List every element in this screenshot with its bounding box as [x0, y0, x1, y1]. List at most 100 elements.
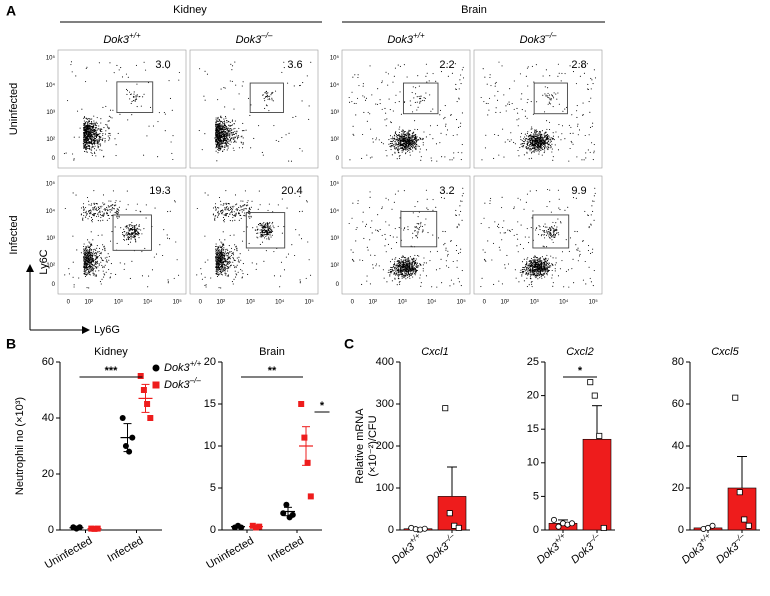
event-dot — [540, 140, 543, 142]
event-dot — [423, 262, 425, 264]
event-dot — [101, 211, 103, 213]
event-dot — [537, 139, 539, 141]
event-dot — [402, 129, 404, 131]
event-dot — [96, 252, 98, 254]
event-dot — [224, 209, 226, 211]
event-dot — [489, 76, 491, 79]
event-dot — [94, 128, 96, 130]
event-dot — [91, 131, 93, 133]
event-dot — [110, 205, 112, 207]
event-dot — [509, 103, 511, 105]
event-dot — [577, 125, 579, 127]
event-dot — [220, 139, 222, 141]
event-dot — [240, 136, 242, 138]
event-dot — [459, 79, 461, 81]
event-dot — [97, 206, 99, 208]
event-dot — [238, 211, 240, 213]
event-dot — [226, 141, 229, 143]
event-dot — [247, 273, 249, 276]
event-dot — [507, 103, 509, 105]
event-dot — [529, 139, 531, 141]
event-dot — [82, 218, 84, 220]
event-dot — [268, 110, 270, 112]
event-dot — [217, 124, 219, 127]
event-dot — [521, 109, 523, 111]
event-dot — [83, 116, 86, 118]
event-dot — [402, 139, 405, 141]
event-dot — [400, 113, 402, 115]
event-dot — [216, 142, 219, 144]
event-dot — [83, 265, 85, 267]
event-dot — [589, 151, 591, 153]
event-dot — [136, 203, 138, 205]
event-dot — [231, 80, 233, 82]
event-dot — [249, 213, 251, 215]
event-dot — [85, 140, 87, 142]
event-dot — [234, 137, 236, 139]
event-dot — [133, 93, 135, 95]
event-dot — [90, 259, 92, 261]
event-dot — [217, 118, 219, 120]
event-dot — [259, 232, 261, 234]
event-dot — [404, 153, 407, 155]
event-dot — [221, 136, 223, 138]
event-dot — [219, 149, 221, 151]
event-dot — [90, 217, 93, 219]
event-dot — [387, 73, 389, 75]
event-dot — [89, 136, 91, 138]
event-dot — [569, 147, 571, 150]
y-tick-label: 10⁴ — [46, 208, 56, 215]
event-dot — [234, 120, 236, 122]
event-dot — [390, 145, 392, 147]
event-dot — [85, 261, 87, 263]
event-dot — [93, 148, 96, 150]
event-dot — [221, 145, 223, 147]
event-dot — [589, 111, 591, 113]
event-dot — [268, 236, 270, 238]
event-dot — [223, 247, 225, 249]
event-dot — [444, 156, 446, 158]
y-tick-label: 0 — [52, 282, 56, 288]
event-dot — [93, 139, 95, 141]
event-dot — [264, 100, 266, 102]
event-dot — [397, 190, 399, 192]
event-dot — [230, 208, 233, 210]
event-dot — [271, 223, 273, 225]
event-dot — [90, 121, 93, 123]
event-dot — [540, 133, 542, 136]
event-dot — [239, 253, 241, 255]
event-dot — [533, 138, 535, 140]
event-dot — [224, 274, 226, 276]
event-dot — [565, 106, 568, 108]
event-dot — [220, 273, 222, 275]
event-dot — [264, 226, 266, 228]
event-dot — [85, 127, 87, 129]
event-dot — [542, 149, 544, 151]
event-dot — [115, 204, 117, 206]
gate-value: 19.3 — [149, 185, 170, 197]
event-dot — [482, 68, 484, 70]
event-dot — [407, 139, 409, 141]
event-dot — [445, 134, 447, 136]
event-dot — [102, 132, 104, 135]
event-dot — [233, 128, 235, 130]
event-dot — [352, 125, 354, 127]
event-dot — [84, 272, 86, 274]
event-dot — [129, 98, 131, 100]
event-dot — [92, 134, 94, 136]
event-dot — [396, 158, 398, 160]
event-dot — [367, 249, 369, 251]
event-dot — [95, 142, 97, 144]
event-dot — [437, 237, 440, 239]
event-dot — [136, 230, 138, 232]
event-dot — [536, 138, 538, 140]
event-dot — [350, 249, 352, 251]
event-dot — [224, 135, 226, 137]
event-dot — [261, 236, 263, 238]
event-dot — [564, 138, 566, 140]
event-dot — [526, 152, 528, 154]
event-dot — [215, 134, 217, 136]
event-dot — [86, 264, 88, 266]
event-dot — [86, 255, 88, 257]
event-dot — [135, 64, 137, 66]
